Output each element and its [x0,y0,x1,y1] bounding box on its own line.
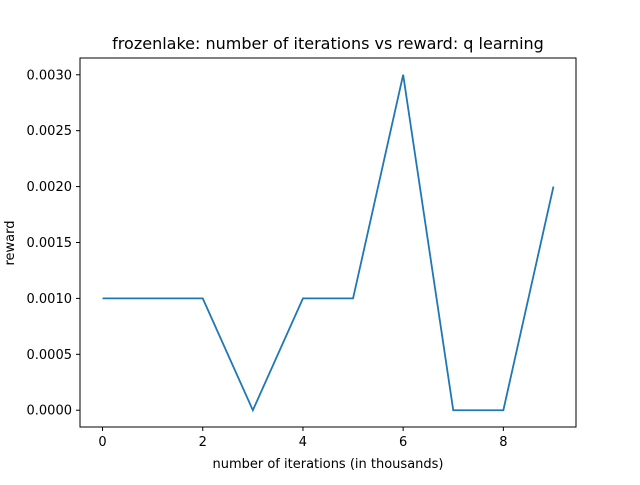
y-tick-label: 0.0010 [27,292,73,307]
y-tick-label: 0.0015 [27,236,73,251]
x-axis: 0 2 4 6 8 [98,427,507,450]
series-line-0 [102,74,555,413]
y-axis: 0.0000 0.0005 0.0010 0.0015 0.0020 0.0025 0.00… [27,68,80,419]
y-tick-label: 0.0000 [27,404,73,419]
y-tick-label: 0.0005 [27,348,73,363]
y-tick-label: 0.0020 [27,180,73,195]
y-axis-label: reward [3,220,18,265]
y-tick-label: 0.0030 [27,68,73,83]
x-tick-label: 2 [199,435,207,450]
y-tick-label: 0.0025 [27,124,73,139]
x-axis-label: number of iterations (in thousands) [212,457,443,472]
axes-frame [79,57,577,428]
x-tick-label: 4 [299,435,307,450]
x-tick-label: 6 [399,435,407,450]
chart-title: frozenlake: number of iterations vs rewa… [112,34,544,53]
x-tick-label: 0 [98,435,106,450]
plot-area [102,74,555,413]
x-tick-label: 8 [499,435,507,450]
